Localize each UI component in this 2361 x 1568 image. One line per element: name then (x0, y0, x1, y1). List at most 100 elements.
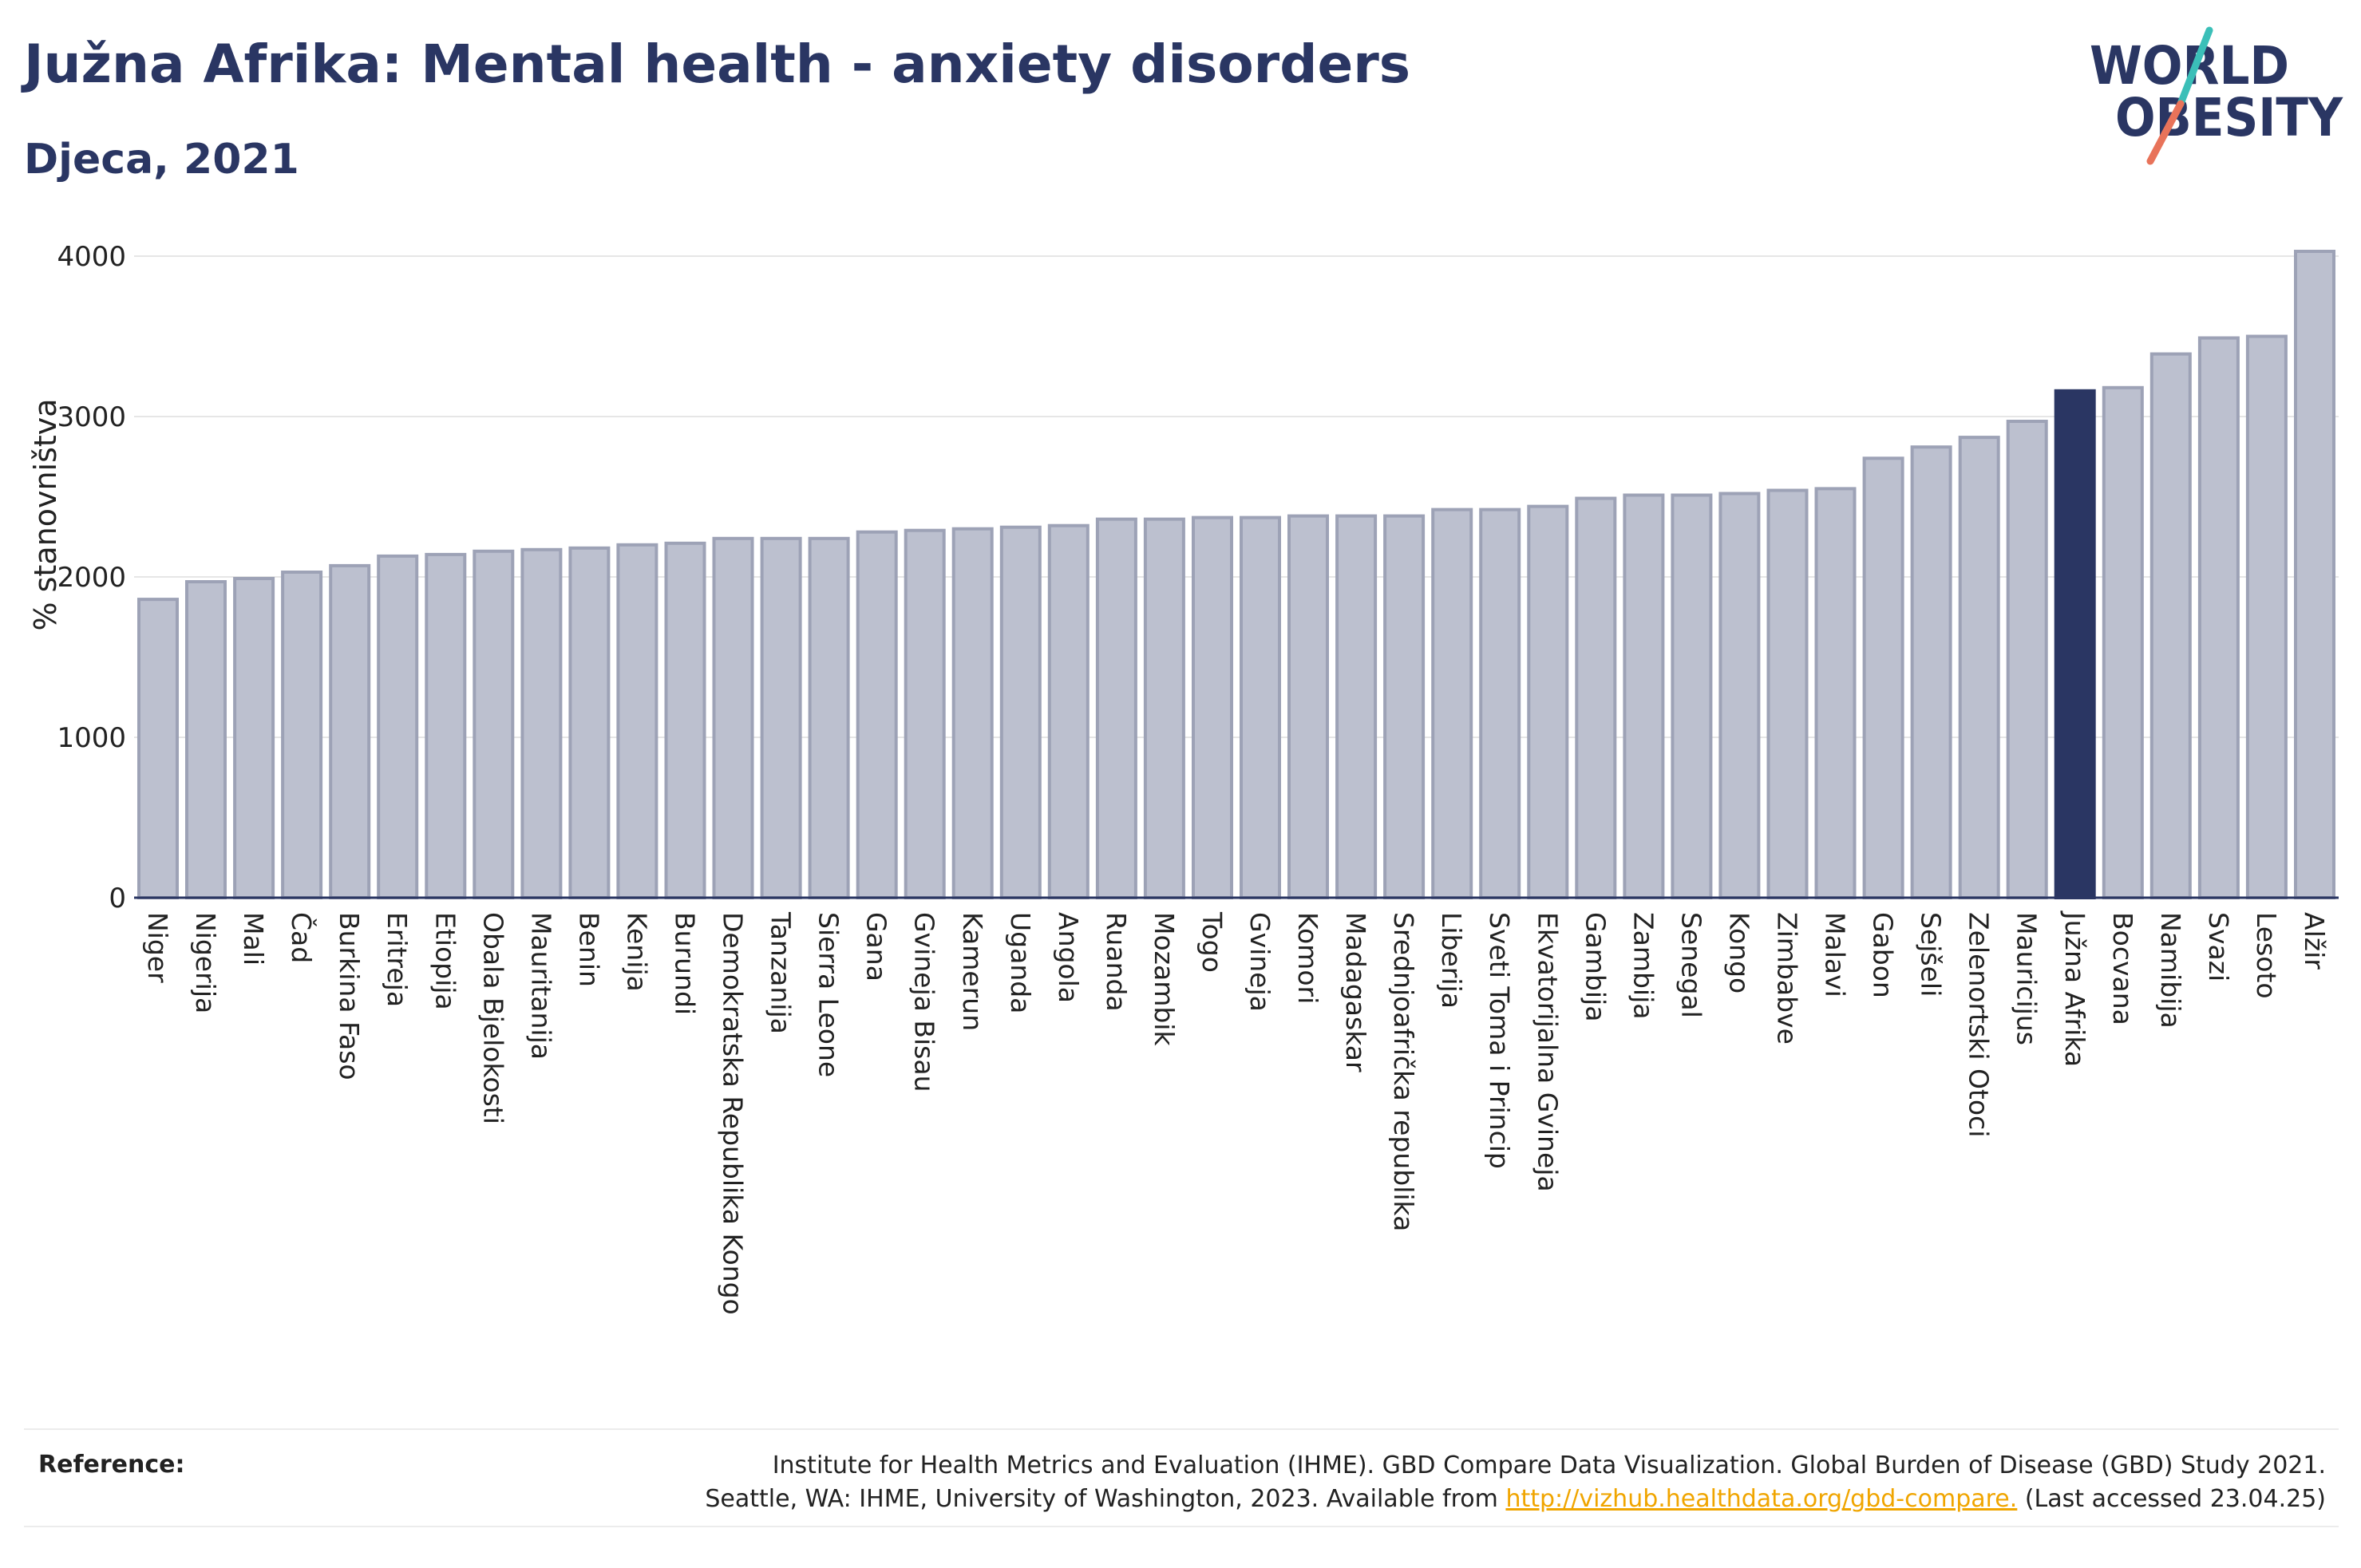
bar (999, 525, 1042, 899)
reference-text: Institute for Health Metrics and Evaluat… (410, 1449, 2326, 1516)
reference-line-2-prefix: Seattle, WA: IHME, University of Washing… (705, 1485, 1498, 1513)
x-tick-label: Srednjoafrička republika (1388, 912, 1419, 1231)
bars (137, 250, 2335, 900)
x-tick-label: Mauricijus (2011, 912, 2043, 1045)
bar (760, 536, 802, 899)
x-tick-label: Gvineja (1244, 912, 1275, 1012)
x-tick-label: Mozambik (1149, 912, 1180, 1046)
bar (1192, 515, 1233, 899)
x-tick-label: Čad (286, 912, 318, 963)
x-tick-label: Gambija (1580, 912, 1611, 1021)
x-tick-label: Eritreja (382, 912, 413, 1007)
bar (1814, 487, 1857, 899)
bar (2294, 250, 2335, 899)
x-tick-label: Burkina Faso (334, 912, 365, 1080)
x-tick-label: Ekvatorijalna Gvineja (1532, 912, 1563, 1192)
bar (137, 598, 179, 899)
x-tick-label: Gabon (1868, 912, 1899, 998)
x-tick-label: Madagaskar (1340, 912, 1371, 1072)
x-tick-label: Komori (1292, 912, 1323, 1004)
x-tick-label: Alžir (2299, 912, 2330, 970)
bar (281, 571, 323, 899)
y-axis-label: % stanovništva (28, 398, 63, 630)
x-tick-label: Obala Bjelokosti (477, 912, 508, 1124)
bar (1623, 493, 1665, 899)
bar (520, 547, 563, 899)
bar (2149, 352, 2192, 900)
bar-highlight (2054, 389, 2096, 900)
x-tick-label: Malavi (1820, 912, 1851, 997)
y-tick-label: 4000 (57, 241, 126, 273)
x-tick-label: Benin (573, 912, 604, 987)
bar (1862, 456, 1904, 899)
x-tick-label: Ruanda (1101, 912, 1132, 1012)
bar (233, 577, 275, 899)
x-tick-label: Angola (1053, 912, 1084, 1003)
bar (568, 546, 611, 899)
x-tick-label: Zambija (1627, 912, 1659, 1019)
bar (329, 563, 371, 899)
reference-link[interactable]: http://vizhub.healthdata.org/gbd-compare… (1505, 1485, 2018, 1513)
bar-chart: 0 1000 2000 3000 4000 Niger Nigerija Mali Čad Bur… (28, 241, 2339, 1315)
bar (185, 580, 227, 899)
x-tick-label: Sveti Toma i Princip (1484, 912, 1515, 1169)
bar (2102, 385, 2144, 900)
x-tick-label: Uganda (1005, 912, 1036, 1013)
x-tick-label: Burundi (670, 912, 701, 1015)
bar (1287, 514, 1329, 899)
bar (856, 530, 898, 899)
bar (808, 536, 850, 899)
bar (1383, 514, 1426, 899)
y-tick-label: 0 (109, 883, 126, 914)
axes: 0 1000 2000 3000 4000 Niger Nigerija Mali Čad Bur… (57, 241, 2339, 1315)
bar (1575, 496, 1617, 899)
bar (2197, 336, 2240, 899)
x-tick-label: Togo (1196, 911, 1228, 973)
logo-line-2: OBESITY (2115, 87, 2343, 148)
bar (1143, 517, 1185, 899)
x-tick-label: Niger (142, 912, 173, 983)
x-tick-label: Svazi (2203, 912, 2234, 981)
x-tick-label: Senegal (1675, 912, 1706, 1018)
chart-subtitle: Djeca, 2021 (24, 136, 299, 184)
footer-divider-top (24, 1428, 2339, 1430)
x-tick-label: Bocvana (2107, 912, 2138, 1025)
bar (1335, 514, 1378, 899)
x-tick-label: Etiopija (429, 912, 461, 1010)
bar (616, 543, 658, 899)
y-tick-label: 1000 (57, 722, 126, 754)
reference-line-1: Institute for Health Metrics and Evaluat… (772, 1451, 2326, 1479)
x-tick-label: Zimbabve (1772, 912, 1803, 1045)
world-obesity-logo: WORLD OBESITY (2090, 26, 2343, 165)
bar (712, 536, 754, 899)
bar (1431, 508, 1473, 899)
chart-title: Južna Afrika: Mental health - anxiety di… (24, 34, 1411, 95)
x-tick-label: Kamerun (957, 912, 988, 1031)
bar (1671, 493, 1713, 899)
x-tick-label: Gana (861, 912, 892, 981)
bar (1240, 515, 1281, 899)
bar (951, 527, 994, 899)
bar (1958, 436, 2000, 900)
x-tick-label: Sierra Leone (813, 912, 844, 1077)
reference-suffix: (Last accessed 23.04.25) (2024, 1485, 2326, 1513)
reference-line-2: Seattle, WA: IHME, University of Washing… (410, 1483, 2326, 1516)
x-tick-label: Tanzanija (765, 911, 797, 1034)
reference-label: Reference: (38, 1451, 185, 1479)
bar (1095, 517, 1137, 899)
x-tick-label: Lesoto (2251, 912, 2282, 999)
x-tick-label: Zelenortski Otoci (1964, 912, 1995, 1137)
bar (1479, 508, 1521, 899)
x-tick-label: Nigerija (190, 912, 221, 1013)
x-tick-label: Mauritanija (525, 912, 556, 1060)
logo-slash-bottom (2146, 100, 2185, 165)
bar (904, 528, 946, 899)
bar (1766, 488, 1809, 899)
y-tick-label: 2000 (57, 562, 126, 594)
bar (377, 554, 419, 899)
logo-slash-top (2177, 26, 2213, 108)
bar (1910, 445, 1952, 899)
x-tick-label: Gvineja Bisau (909, 912, 940, 1092)
bar (1047, 523, 1090, 899)
x-tick-label: Južna Afrika (2059, 910, 2090, 1067)
